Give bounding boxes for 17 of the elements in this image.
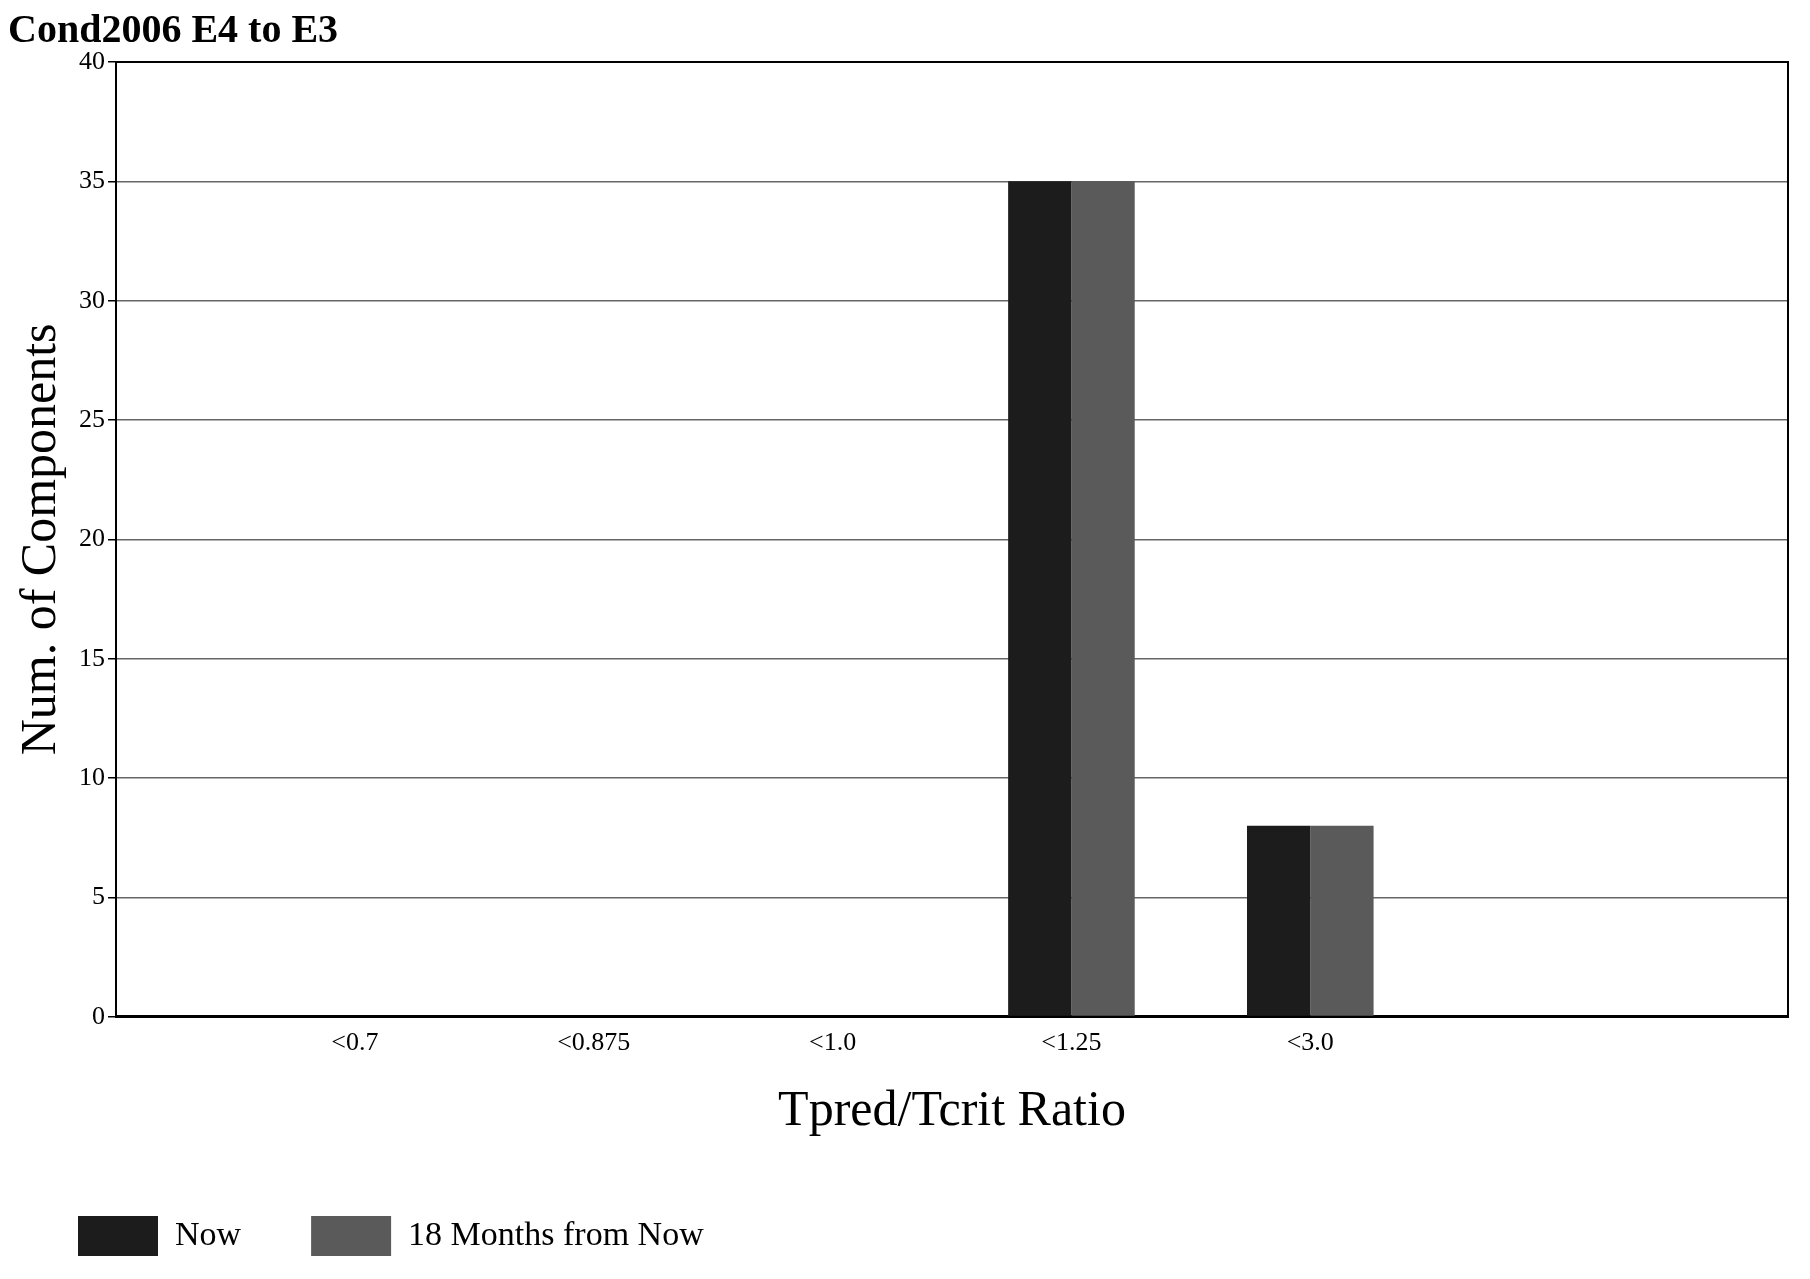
y-tick-label: 20: [79, 523, 105, 553]
x-axis-title: Tpred/Tcrit Ratio: [778, 1080, 1126, 1137]
x-tick-label: <0.875: [557, 1027, 631, 1057]
x-tick-label: <1.25: [1041, 1027, 1102, 1057]
y-tick-label: 5: [92, 881, 105, 911]
y-tick-label: 10: [79, 761, 105, 791]
y-tick-label: 30: [79, 284, 105, 314]
legend-label: Now: [175, 1214, 242, 1252]
y-tick-label: 15: [79, 642, 105, 672]
x-tick-label: <1.0: [808, 1027, 857, 1057]
x-tick-label: <3.0: [1286, 1027, 1334, 1057]
legend-label: 18 Months from Now: [408, 1214, 705, 1252]
y-tick-label: 25: [79, 403, 105, 433]
y-tick-label: 35: [79, 165, 105, 195]
y-axis-title: Num. of Components: [10, 323, 67, 756]
y-tick-label: 0: [92, 1000, 105, 1030]
x-tick-label: <0.7: [331, 1027, 379, 1057]
